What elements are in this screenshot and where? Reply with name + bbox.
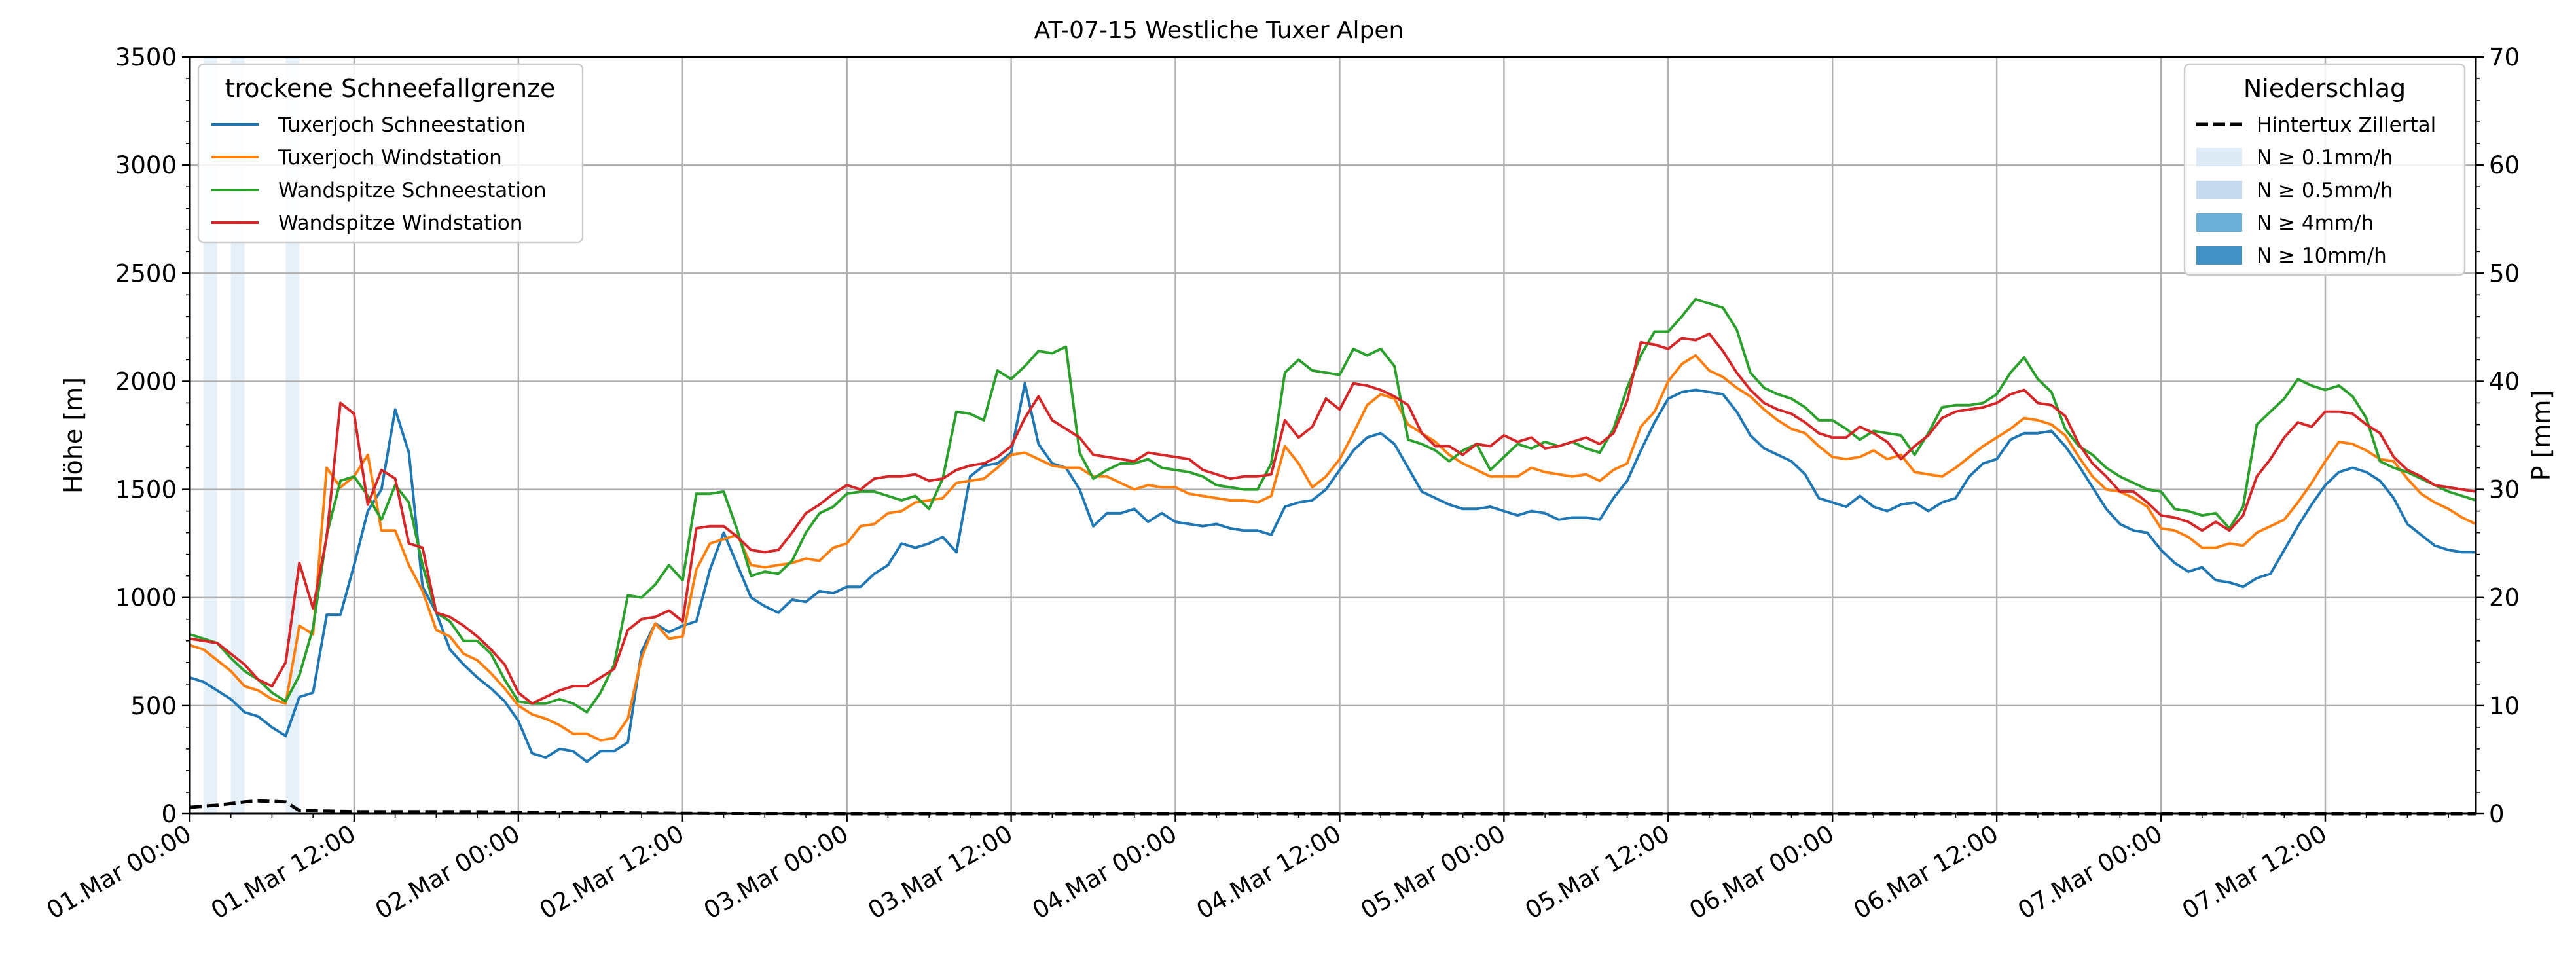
legend-label: N ≥ 4mm/h <box>2257 211 2374 235</box>
y2-tick-label: 30 <box>2489 476 2520 504</box>
y2-tick-label: 60 <box>2489 151 2520 179</box>
y-tick-label: 2500 <box>115 259 177 287</box>
legend-label: N ≥ 10mm/h <box>2257 244 2387 268</box>
plot-frame <box>189 56 2477 815</box>
precip-bands <box>203 57 300 814</box>
legend-swatch <box>2196 148 2242 166</box>
series-lines <box>189 297 2476 763</box>
legend-right-title: Niederschlag <box>2243 74 2406 103</box>
y2-tick-label: 0 <box>2489 800 2505 828</box>
y-axis-label: Höhe [m] <box>59 377 88 494</box>
series-line <box>189 297 2476 714</box>
legend-label: Tuxerjoch Windstation <box>278 146 502 170</box>
legend-label: Tuxerjoch Schneestation <box>278 113 526 137</box>
y-tick-label: 2000 <box>115 367 177 395</box>
precip-band <box>203 57 217 814</box>
y-tick-label: 0 <box>161 800 177 828</box>
legend-label: Wandspitze Schneestation <box>278 179 547 202</box>
series-line <box>189 332 2476 705</box>
precip-band <box>230 57 245 814</box>
chart-title: AT-07-15 Westliche Tuxer Alpen <box>1034 17 1404 44</box>
legend-swatch <box>2196 213 2242 232</box>
legend-label: Hintertux Zillertal <box>2257 113 2436 137</box>
legend-swatch <box>2196 246 2242 265</box>
y-tick-label: 3500 <box>115 43 177 71</box>
series-line <box>189 382 2476 763</box>
legend-right: Niederschlag Hintertux Zillertal N ≥ 0.1mm… <box>2183 63 2466 276</box>
legend-swatch <box>2196 181 2242 199</box>
y2-axis-label: P [mm] <box>2527 390 2556 481</box>
y-tick-label: 3000 <box>115 151 177 179</box>
y2-tick-label: 10 <box>2489 692 2520 720</box>
legend-right-box <box>2183 63 2466 276</box>
y-tick-label: 500 <box>130 692 177 720</box>
y2-tick-label: 50 <box>2489 259 2520 287</box>
series-line <box>189 354 2476 742</box>
y2-tick-label: 40 <box>2489 367 2520 395</box>
legend-left-title: trockene Schneefallgrenze <box>225 74 556 103</box>
legend-label: N ≥ 0.1mm/h <box>2257 146 2393 170</box>
y-tick-label: 1000 <box>115 584 177 612</box>
y2-tick-label: 70 <box>2489 43 2520 71</box>
y2-tick-label: 20 <box>2489 584 2520 612</box>
legend-left: trockene Schneefallgrenze Tuxerjoch Schne… <box>197 63 584 244</box>
y-tick-label: 1500 <box>115 476 177 504</box>
legend-left-box <box>197 63 584 244</box>
legend-label: N ≥ 0.5mm/h <box>2257 179 2393 202</box>
legend-label: Wandspitze Windstation <box>278 211 522 235</box>
precip-band <box>285 57 300 814</box>
